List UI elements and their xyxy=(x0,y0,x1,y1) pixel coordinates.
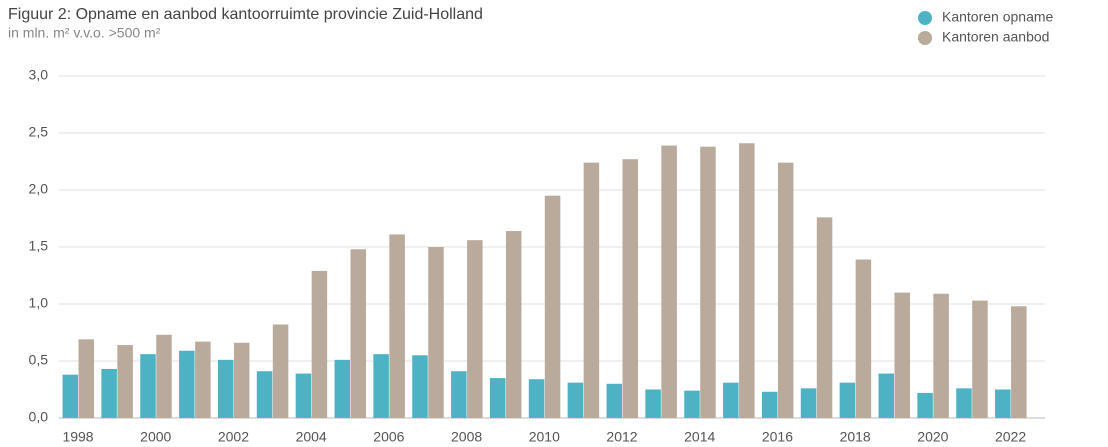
bar xyxy=(583,162,600,418)
bar xyxy=(334,359,351,418)
y-tick-label: 1,5 xyxy=(29,238,49,254)
x-tick-label: 2008 xyxy=(451,429,482,445)
bar xyxy=(373,354,389,418)
y-tick-label: 0,0 xyxy=(29,409,49,425)
y-tick-label: 1,0 xyxy=(29,295,49,311)
bar xyxy=(101,368,117,418)
bar xyxy=(217,359,234,418)
bar xyxy=(567,382,584,418)
x-tick-label: 2012 xyxy=(606,429,637,445)
bar xyxy=(684,390,700,418)
bar xyxy=(816,217,833,418)
x-tick-label: 2022 xyxy=(995,429,1026,445)
bar xyxy=(311,270,328,418)
bar xyxy=(179,350,195,418)
bar xyxy=(489,378,506,418)
bar xyxy=(933,293,949,418)
legend-label: Kantoren opname xyxy=(942,9,1054,25)
legend-swatch xyxy=(918,31,932,45)
bar xyxy=(622,159,639,418)
bar xyxy=(350,249,367,418)
bar xyxy=(777,162,794,418)
bar xyxy=(195,341,211,418)
bar xyxy=(972,300,988,418)
bar xyxy=(272,324,289,418)
bar xyxy=(467,240,483,418)
x-tick-label: 1998 xyxy=(62,429,93,445)
bar xyxy=(295,373,312,418)
bar xyxy=(995,389,1011,418)
x-tick-label: 2016 xyxy=(762,429,793,445)
bar xyxy=(78,339,95,418)
bar xyxy=(451,371,467,418)
bar xyxy=(256,371,273,418)
x-tick-label: 2002 xyxy=(218,429,249,445)
bar xyxy=(761,391,778,418)
bar xyxy=(956,388,972,418)
bar xyxy=(505,231,522,418)
bar xyxy=(739,143,755,418)
x-tick-label: 2000 xyxy=(140,429,171,445)
bar xyxy=(233,342,250,418)
bar xyxy=(800,388,817,418)
bar xyxy=(156,334,172,418)
bar xyxy=(528,379,545,418)
y-tick-label: 0,5 xyxy=(29,352,49,368)
x-tick-label: 2010 xyxy=(529,429,560,445)
bar xyxy=(389,234,405,418)
bar xyxy=(140,354,156,418)
bar xyxy=(878,373,895,418)
bar xyxy=(700,146,716,418)
bar xyxy=(428,247,444,418)
x-tick-label: 2020 xyxy=(917,429,948,445)
bar xyxy=(1011,306,1027,418)
bar xyxy=(62,374,79,418)
bar xyxy=(894,292,911,418)
bar xyxy=(412,355,428,418)
x-tick-label: 2018 xyxy=(840,429,871,445)
bar xyxy=(661,145,677,419)
y-tick-label: 2,5 xyxy=(29,124,49,140)
x-tick-label: 2004 xyxy=(296,429,327,445)
x-tick-label: 2014 xyxy=(684,429,715,445)
chart-title: Figuur 2: Opname en aanbod kantoorruimte… xyxy=(8,6,483,23)
bar xyxy=(117,345,133,418)
y-tick-label: 3,0 xyxy=(29,67,49,83)
y-tick-label: 2,0 xyxy=(29,181,49,197)
x-tick-label: 2006 xyxy=(373,429,404,445)
bar xyxy=(544,195,561,418)
bar xyxy=(917,392,933,418)
bar xyxy=(723,382,739,418)
legend-label: Kantoren aanbod xyxy=(942,29,1049,45)
bar xyxy=(855,259,872,418)
bar xyxy=(645,389,661,418)
bar xyxy=(839,382,856,418)
legend-swatch xyxy=(918,11,932,25)
bar xyxy=(606,383,623,418)
chart-subtitle: in mln. m² v.v.o. >500 m² xyxy=(8,25,161,41)
